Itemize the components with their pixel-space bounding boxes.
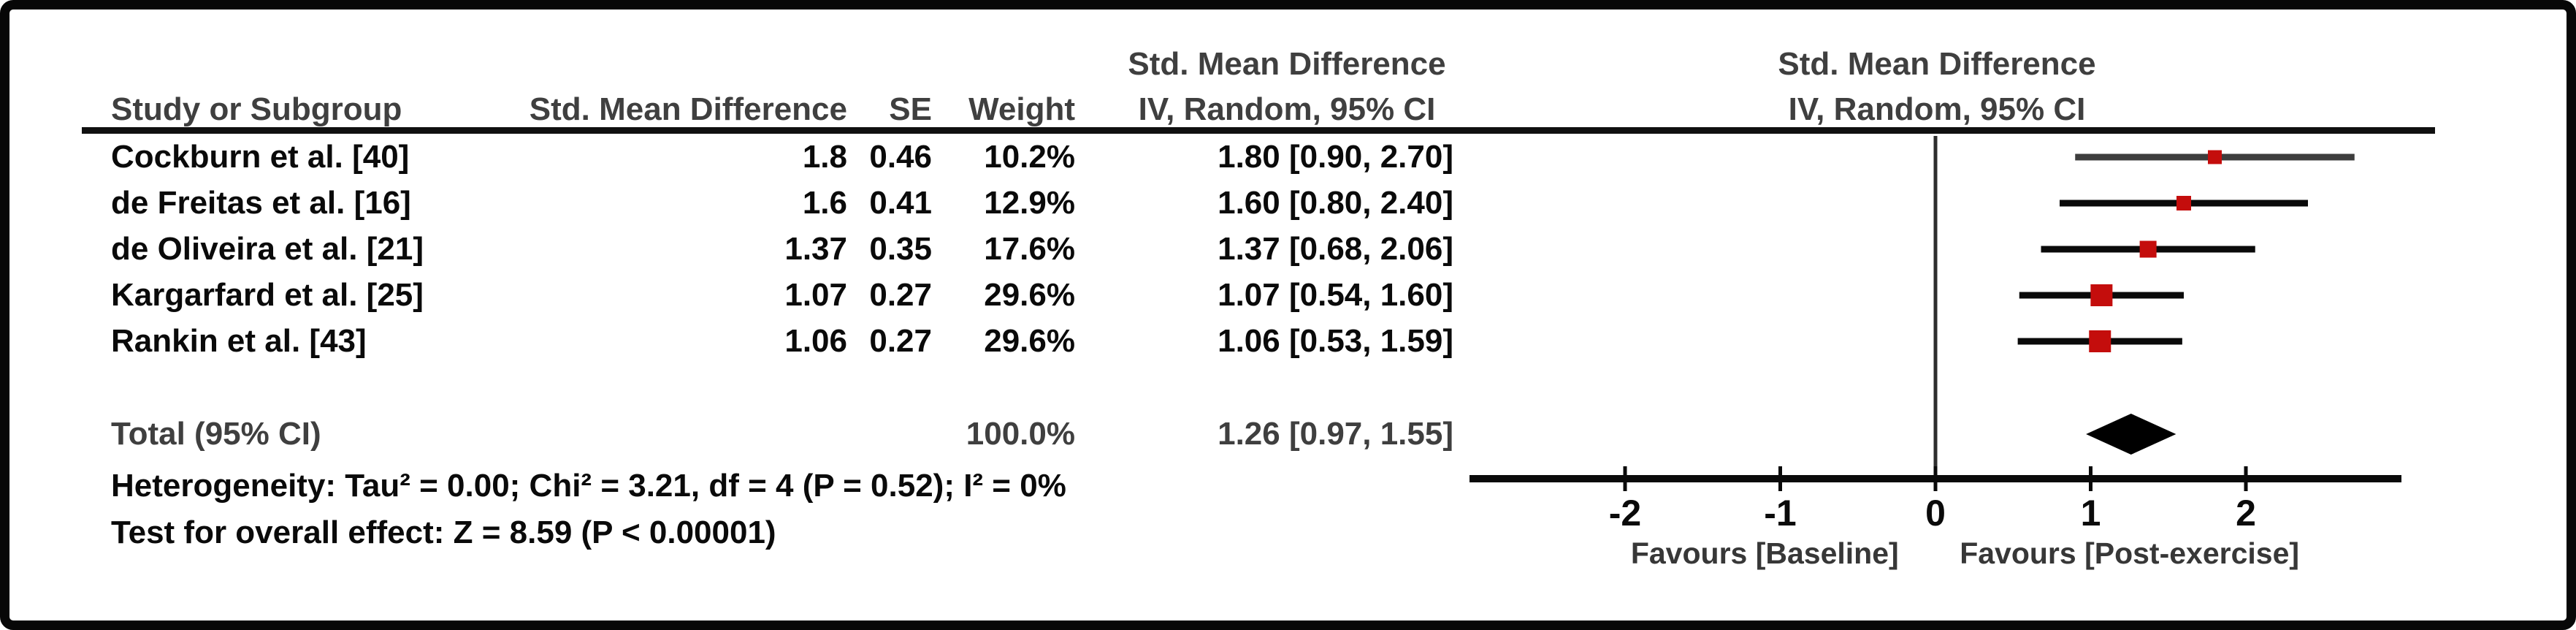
total-label: Total (95% CI) — [111, 416, 321, 452]
plot-column-title-top: Std. Mean Difference — [1778, 46, 2096, 82]
effect-square — [2089, 330, 2111, 352]
tick-label: -1 — [1764, 493, 1796, 534]
study-column-header: Study or Subgroup — [111, 91, 402, 127]
effect-square — [2139, 240, 2157, 258]
study-name: Rankin et al. [43] — [111, 323, 367, 359]
se-value: 0.27 — [869, 277, 932, 313]
weight-value: 12.9% — [984, 185, 1075, 221]
tick-label: -2 — [1609, 493, 1641, 534]
summary-diamond — [2086, 414, 2176, 455]
total-weight-value: 100.0% — [966, 416, 1075, 452]
effect-square — [2208, 150, 2222, 164]
total-ci-text: 1.26 [0.97, 1.55] — [1218, 416, 1453, 452]
smd-value: 1.07 — [784, 277, 847, 313]
study-name: Kargarfard et al. [25] — [111, 277, 424, 313]
tick-label: 2 — [2236, 493, 2256, 534]
study-name: Cockburn et al. [40] — [111, 139, 410, 175]
weight-value: 29.6% — [984, 277, 1075, 313]
ci-text: 1.37 [0.68, 2.06] — [1218, 231, 1453, 267]
favours-left-label: Favours [Baseline] — [1631, 536, 1899, 570]
se-column-header: SE — [889, 91, 932, 127]
smd-value: 1.06 — [784, 323, 847, 359]
ci-column-header: IV, Random, 95% CI — [1138, 91, 1436, 127]
smd-column-header: Std. Mean Difference — [529, 91, 847, 127]
weight-column-header: Weight — [968, 91, 1075, 127]
smd-value: 1.6 — [802, 185, 847, 221]
weight-value: 17.6% — [984, 231, 1075, 267]
se-value: 0.46 — [869, 139, 932, 175]
ci-column-title-top: Std. Mean Difference — [1128, 46, 1446, 82]
ci-text: 1.60 [0.80, 2.40] — [1218, 185, 1453, 221]
se-value: 0.35 — [869, 231, 932, 267]
heterogeneity-stats: Heterogeneity: Tau² = 0.00; Chi² = 3.21,… — [111, 468, 1066, 504]
weight-value: 29.6% — [984, 323, 1075, 359]
ci-text: 1.80 [0.90, 2.70] — [1218, 139, 1453, 175]
overall-effect-stats: Test for overall effect: Z = 8.59 (P < 0… — [111, 515, 776, 550]
weight-value: 10.2% — [984, 139, 1075, 175]
ci-text: 1.06 [0.53, 1.59] — [1218, 323, 1453, 359]
se-value: 0.27 — [869, 323, 932, 359]
tick-label: 1 — [2081, 493, 2101, 534]
header-divider-rule — [82, 127, 2435, 134]
study-name: de Freitas et al. [16] — [111, 185, 411, 221]
tick-label: 0 — [1925, 493, 1946, 534]
favours-right-label: Favours [Post-exercise] — [1960, 536, 2299, 570]
study-name: de Oliveira et al. [21] — [111, 231, 424, 267]
effect-square — [2176, 196, 2191, 210]
plot-column-header: IV, Random, 95% CI — [1788, 91, 2086, 127]
smd-value: 1.8 — [802, 139, 847, 175]
ci-text: 1.07 [0.54, 1.60] — [1218, 277, 1453, 313]
effect-square — [2090, 284, 2113, 306]
se-value: 0.41 — [869, 185, 932, 221]
smd-value: 1.37 — [784, 231, 847, 267]
